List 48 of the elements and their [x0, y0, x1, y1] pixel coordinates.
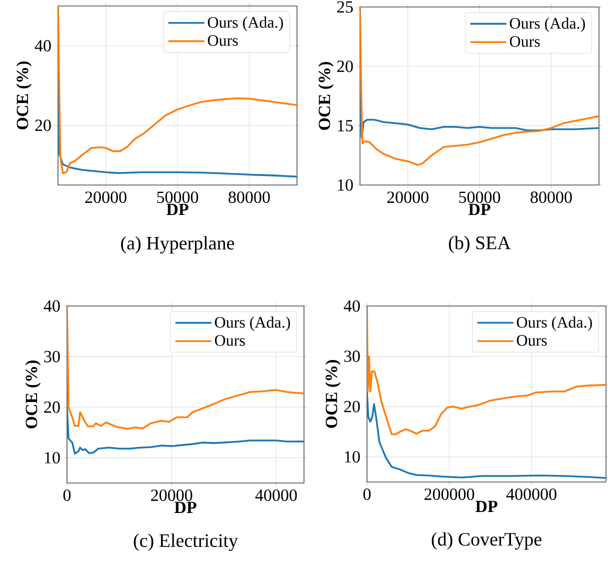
y-tick-label: 40 [44, 300, 60, 312]
legend-label: Ours [516, 335, 547, 346]
x-tick-label: 20000 [387, 192, 428, 203]
x-axis-title: DP [174, 502, 196, 513]
legend-label: Ours (Ada.) [208, 16, 283, 32]
x-tick-label: 80000 [530, 192, 572, 203]
text: (c) Electricity [134, 534, 238, 551]
y-tick-label: 10 [344, 451, 360, 463]
x-tick-label: 20000 [85, 192, 126, 203]
y-axis-title: OCE (%) [16, 62, 32, 130]
y-tick-label: 15 [338, 120, 353, 132]
text: (d) CoverType [432, 532, 542, 550]
x-axis-title: DP [468, 204, 490, 215]
x-tick-label: 40000 [255, 490, 297, 501]
y-tick-label: 10 [44, 452, 60, 464]
line-series [67, 306, 304, 430]
y-tick-label: 20 [344, 400, 360, 412]
x-tick-label: 50000 [459, 192, 500, 203]
x-tick-label: 50000 [157, 192, 198, 203]
y-tick-label: 20 [337, 60, 353, 72]
legend-label: Ours (Ada.) [516, 316, 592, 331]
y-tick-label: 30 [44, 350, 60, 362]
legend-label: Ours (Ada.) [214, 316, 290, 332]
legend-label: Ours [510, 36, 540, 47]
y-tick-label: 10 [338, 179, 353, 191]
x-axis-title: DP [166, 204, 188, 215]
legend-label: Ours [208, 35, 238, 46]
line-series [367, 390, 606, 479]
y-tick-label: 40 [34, 40, 51, 52]
x-tick-label: 20000 [151, 490, 192, 501]
x-tick-label: 80000 [228, 192, 270, 203]
y-tick-label: 30 [344, 350, 360, 362]
x-tick-label: 200000 [424, 488, 474, 500]
x-tick-label: 0 [363, 488, 371, 500]
text: (b) SEA [448, 236, 511, 254]
x-tick-label: 400000 [506, 488, 556, 500]
text: (a) Hyperplane [121, 236, 234, 254]
y-axis-title: OCE (%) [25, 360, 41, 428]
y-axis-title: OCE (%) [318, 62, 334, 130]
legend-label: Ours [214, 335, 245, 346]
legend-label: Ours (Ada.) [510, 18, 585, 32]
y-tick-label: 25 [337, 1, 353, 13]
y-tick-label: 20 [44, 401, 60, 413]
y-tick-label: 20 [35, 120, 51, 132]
y-tick-label: 40 [344, 300, 360, 312]
y-axis-title: OCE (%) [325, 360, 341, 428]
x-tick-label: 0 [63, 490, 71, 501]
x-axis-title: DP [475, 500, 498, 512]
